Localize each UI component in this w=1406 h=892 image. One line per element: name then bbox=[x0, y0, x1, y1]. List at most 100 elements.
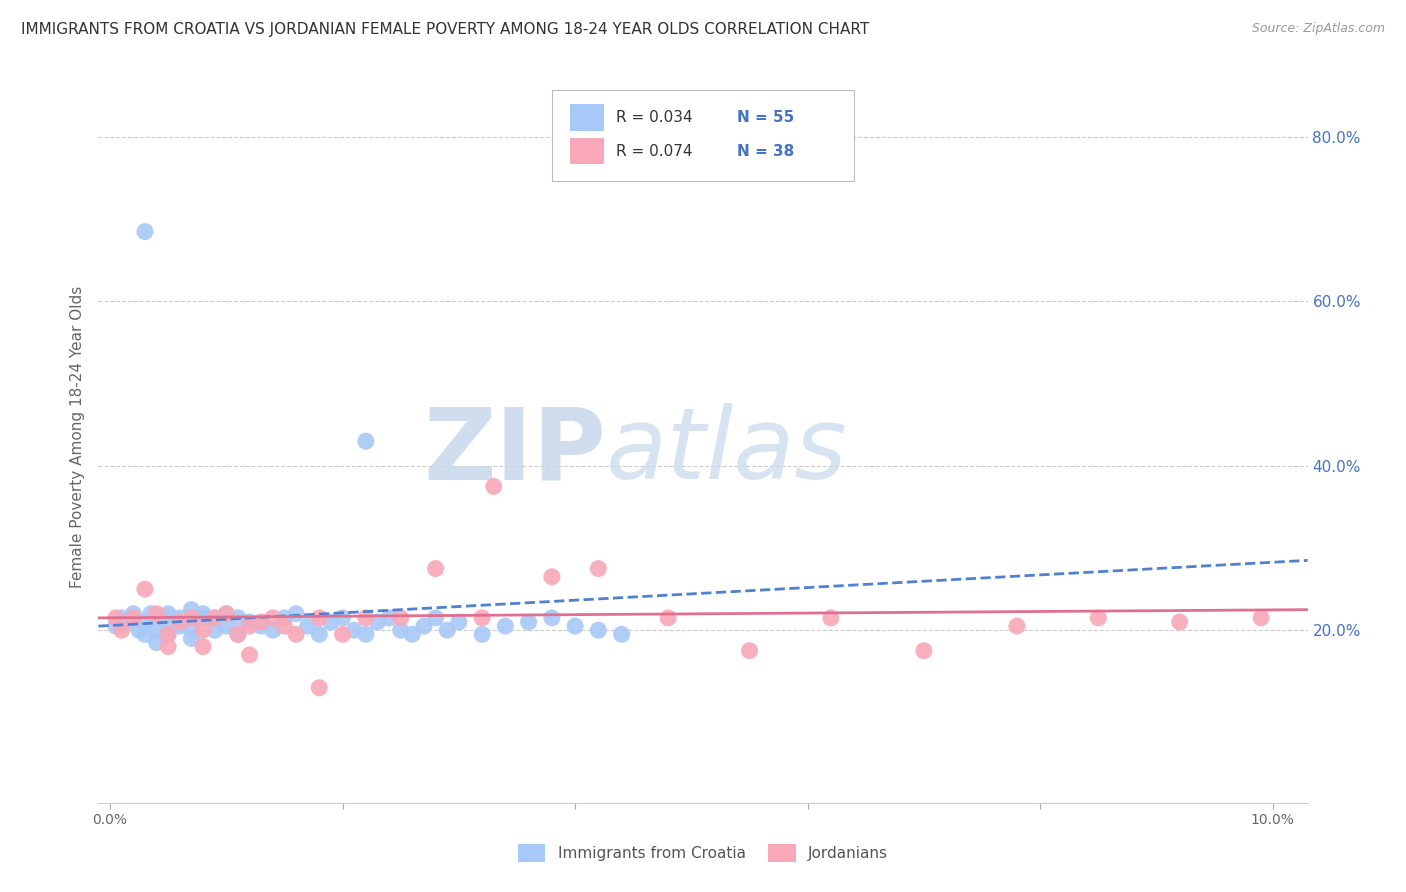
Point bbox=[145, 635, 167, 649]
Point bbox=[215, 607, 238, 621]
Point bbox=[191, 611, 214, 625]
Point bbox=[588, 561, 610, 575]
Point bbox=[1005, 619, 1028, 633]
Y-axis label: Female Poverty Among 18-24 Year Olds: Female Poverty Among 18-24 Year Olds bbox=[69, 286, 84, 588]
Point bbox=[447, 615, 470, 629]
Point bbox=[540, 570, 562, 584]
Point bbox=[191, 624, 214, 638]
Point bbox=[494, 619, 516, 633]
Point bbox=[128, 624, 150, 638]
Text: N = 55: N = 55 bbox=[737, 110, 794, 125]
Point bbox=[354, 434, 377, 449]
Point bbox=[104, 611, 127, 625]
Point bbox=[912, 644, 935, 658]
Point bbox=[117, 615, 139, 629]
Point bbox=[262, 611, 284, 625]
Point bbox=[180, 602, 202, 616]
Point bbox=[157, 627, 180, 641]
Point bbox=[239, 619, 262, 633]
Point bbox=[297, 619, 319, 633]
Point bbox=[191, 607, 214, 621]
Text: N = 38: N = 38 bbox=[737, 144, 794, 159]
Point bbox=[389, 624, 412, 638]
Point bbox=[319, 615, 342, 629]
Text: IMMIGRANTS FROM CROATIA VS JORDANIAN FEMALE POVERTY AMONG 18-24 YEAR OLDS CORREL: IMMIGRANTS FROM CROATIA VS JORDANIAN FEM… bbox=[21, 22, 869, 37]
Bar bbox=[569, 138, 603, 164]
Point bbox=[425, 611, 447, 625]
Text: R = 0.074: R = 0.074 bbox=[616, 144, 692, 159]
Point bbox=[471, 627, 494, 641]
Point bbox=[354, 611, 377, 625]
Point bbox=[1087, 611, 1109, 625]
Point bbox=[250, 619, 273, 633]
Point bbox=[226, 611, 249, 625]
Point bbox=[308, 627, 330, 641]
Point bbox=[204, 611, 226, 625]
Point bbox=[332, 611, 354, 625]
Point bbox=[169, 619, 191, 633]
Point bbox=[111, 611, 134, 625]
Text: atlas: atlas bbox=[606, 403, 848, 500]
Point bbox=[1168, 615, 1191, 629]
Point bbox=[820, 611, 842, 625]
Bar bbox=[569, 104, 603, 130]
Point bbox=[610, 627, 633, 641]
Point bbox=[150, 611, 173, 625]
Point bbox=[366, 615, 388, 629]
Point bbox=[180, 632, 202, 646]
Point bbox=[204, 624, 226, 638]
Point bbox=[343, 624, 366, 638]
Point bbox=[308, 611, 330, 625]
FancyBboxPatch shape bbox=[551, 90, 855, 181]
Text: ZIP: ZIP bbox=[423, 403, 606, 500]
Point bbox=[425, 561, 447, 575]
Point bbox=[204, 611, 226, 625]
Point bbox=[273, 611, 295, 625]
Point bbox=[122, 607, 145, 621]
Point bbox=[134, 225, 156, 239]
Legend: Immigrants from Croatia, Jordanians: Immigrants from Croatia, Jordanians bbox=[512, 838, 894, 868]
Point bbox=[588, 624, 610, 638]
Point bbox=[262, 624, 284, 638]
Point bbox=[157, 627, 180, 641]
Point bbox=[191, 640, 214, 654]
Point bbox=[157, 607, 180, 621]
Point bbox=[180, 624, 202, 638]
Point bbox=[389, 611, 412, 625]
Point bbox=[250, 615, 273, 629]
Point bbox=[738, 644, 761, 658]
Point bbox=[180, 611, 202, 625]
Point bbox=[657, 611, 679, 625]
Point bbox=[471, 611, 494, 625]
Point bbox=[308, 681, 330, 695]
Point bbox=[215, 607, 238, 621]
Point bbox=[134, 615, 156, 629]
Point bbox=[169, 615, 191, 629]
Point bbox=[134, 627, 156, 641]
Point bbox=[139, 607, 162, 621]
Point bbox=[157, 615, 180, 629]
Point bbox=[436, 624, 458, 638]
Point bbox=[273, 619, 295, 633]
Point bbox=[332, 627, 354, 641]
Point bbox=[104, 619, 127, 633]
Point bbox=[239, 615, 262, 629]
Point bbox=[145, 624, 167, 638]
Point bbox=[169, 611, 191, 625]
Point bbox=[1250, 611, 1272, 625]
Point bbox=[226, 627, 249, 641]
Point bbox=[482, 479, 505, 493]
Point bbox=[354, 627, 377, 641]
Point bbox=[564, 619, 586, 633]
Point bbox=[285, 607, 308, 621]
Point bbox=[401, 627, 423, 641]
Point bbox=[111, 624, 134, 638]
Point bbox=[145, 607, 167, 621]
Point bbox=[378, 611, 401, 625]
Point bbox=[226, 627, 249, 641]
Point bbox=[540, 611, 562, 625]
Text: Source: ZipAtlas.com: Source: ZipAtlas.com bbox=[1251, 22, 1385, 36]
Text: R = 0.034: R = 0.034 bbox=[616, 110, 693, 125]
Point bbox=[413, 619, 436, 633]
Point bbox=[122, 611, 145, 625]
